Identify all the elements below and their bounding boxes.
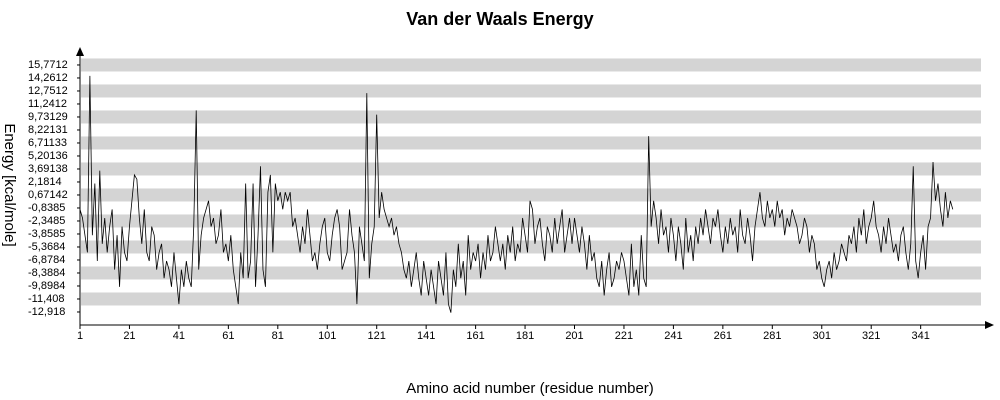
grid-band: [81, 292, 981, 306]
y-tick-label: -5,3684: [28, 241, 65, 253]
x-tick-label: 181: [516, 330, 534, 342]
grid-band: [81, 84, 981, 98]
grid-band: [81, 240, 981, 254]
x-tick-label: 321: [862, 330, 880, 342]
x-tick-label: 21: [123, 330, 135, 342]
y-tick-label: 0,67142: [28, 189, 68, 201]
x-tick-label: 261: [714, 330, 732, 342]
chart-title: Van der Waals Energy: [406, 9, 593, 29]
y-tick-label: -3,8585: [28, 228, 65, 240]
grid-band: [81, 162, 981, 176]
y-tick-label: 8,22131: [28, 124, 68, 136]
data-line: [79, 75, 954, 313]
x-tick-label: 301: [813, 330, 831, 342]
x-axis-arrow: [985, 321, 994, 329]
x-tick-label: 41: [173, 330, 185, 342]
y-tick-label: 6,71133: [28, 137, 67, 149]
y-axis-arrow: [76, 47, 84, 56]
y-tick-label: 9,73129: [28, 111, 68, 123]
y-tick-label: -12,918: [28, 306, 65, 318]
x-tick-label: 121: [368, 330, 386, 342]
y-tick-label: -11,408: [28, 293, 65, 305]
x-tick-label: 101: [318, 330, 336, 342]
x-tick-label: 221: [615, 330, 633, 342]
grid-band: [81, 188, 981, 202]
y-tick-label: -8,3884: [28, 267, 65, 279]
y-tick-label: -2,3485: [28, 215, 65, 227]
grid-band: [81, 136, 981, 150]
y-tick-label: 5,20136: [28, 150, 68, 162]
x-tick-label: 1: [77, 330, 83, 342]
y-tick-label: 11,2412: [28, 98, 67, 110]
y-tick-label: 14,2612: [28, 72, 68, 84]
x-axis-label: Amino acid number (residue number): [406, 380, 654, 397]
y-axis-label: Energy [kcal/mole]: [1, 123, 18, 246]
y-tick-label: 15,7712: [28, 59, 68, 71]
y-tick-label: -0,8385: [28, 202, 65, 214]
x-tick-label: 141: [417, 330, 435, 342]
x-tick-label: 81: [272, 330, 284, 342]
x-tick-label: 161: [466, 330, 484, 342]
grid-bands: [81, 58, 981, 306]
x-tick-label: 341: [911, 330, 929, 342]
grid-band: [81, 266, 981, 280]
x-tick-label: 61: [222, 330, 234, 342]
y-tick-label: 3,69138: [28, 163, 68, 175]
x-tick-label: 201: [565, 330, 583, 342]
x-tick-label: 241: [664, 330, 682, 342]
x-tick-label: 281: [763, 330, 781, 342]
y-tick-label: 2,1814: [28, 176, 62, 188]
y-tick-label: -6,8784: [28, 254, 65, 266]
y-tick-label: -9,8984: [28, 280, 65, 292]
y-tick-label: 12,7512: [28, 85, 68, 97]
grid-band: [81, 110, 981, 124]
grid-band: [81, 58, 981, 72]
grid-band: [81, 214, 981, 228]
